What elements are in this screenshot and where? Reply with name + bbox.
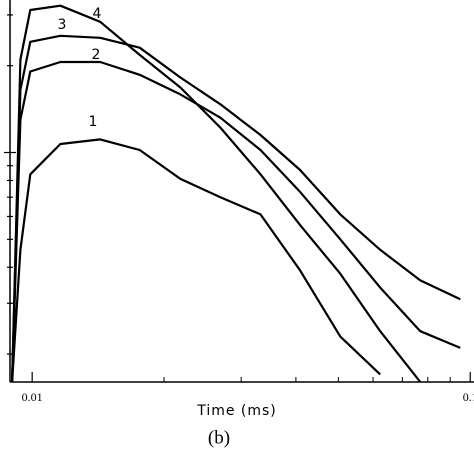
series-line — [11, 34, 461, 383]
series-line — [11, 138, 381, 383]
series-label: 4 — [93, 6, 102, 22]
x-tick-label: 0.1 — [463, 390, 474, 404]
x-axis-label: Time (ms) — [196, 403, 277, 419]
series-line — [11, 4, 422, 383]
x-tick-label: 0.01 — [22, 390, 43, 404]
series-label: 2 — [92, 47, 101, 63]
series-label: 1 — [89, 114, 98, 130]
caption: (b) — [208, 427, 230, 448]
series-line — [11, 60, 461, 383]
series-label: 3 — [58, 17, 67, 33]
